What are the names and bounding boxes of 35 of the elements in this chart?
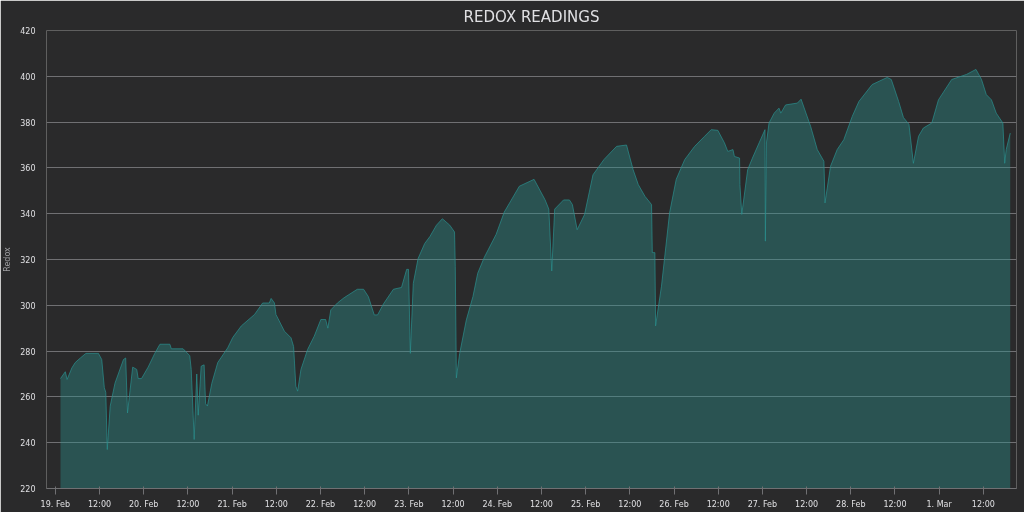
y-tick-label: 320	[20, 256, 36, 265]
x-tick-label: 24. Feb	[482, 499, 512, 509]
y-tick-label: 360	[20, 164, 36, 174]
x-tick-label: 26. Feb	[659, 499, 689, 509]
x-tick-label: 19. Feb	[40, 499, 71, 509]
x-tick-label: 12:00	[529, 499, 553, 509]
y-tick-label: 420	[20, 27, 36, 36]
x-tick-label: 23. Feb	[394, 499, 424, 509]
x-tick-label: 12:00	[618, 499, 642, 509]
x-tick-label: 12:00	[795, 499, 819, 509]
y-tick-label: 340	[20, 210, 36, 220]
x-tick-label: 28. Feb	[836, 499, 866, 509]
x-tick-label: 12:00	[706, 499, 730, 509]
x-tick-label: 12:00	[264, 499, 288, 509]
x-tick-label: 21. Feb	[217, 499, 247, 509]
x-tick-label: 12:00	[353, 499, 377, 509]
y-axis-title: Redox	[3, 246, 13, 272]
x-tick-label: 25. Feb	[570, 499, 601, 509]
x-tick-label: 12:00	[88, 499, 112, 509]
x-tick-label: 20. Feb	[129, 499, 159, 509]
x-tick-label: 12:00	[971, 499, 995, 509]
y-tick-label: 280	[20, 347, 36, 357]
x-tick-label: 12:00	[441, 499, 465, 509]
y-tick-label: 380	[20, 118, 36, 128]
x-tick-label: 27. Feb	[747, 499, 778, 509]
y-tick-label: 300	[20, 301, 36, 311]
y-tick-label: 240	[20, 439, 36, 449]
x-tick-label: 12:00	[883, 499, 907, 509]
y-tick-label: 220	[20, 485, 36, 494]
x-tick-label: 22. Feb	[305, 499, 336, 509]
y-tick-label: 400	[20, 72, 36, 82]
y-tick-label: 260	[20, 393, 36, 403]
x-tick-label: 12:00	[176, 499, 200, 509]
x-tick-label: 1. Mar	[926, 499, 953, 509]
chart-title: REDOX READINGS	[463, 7, 600, 26]
